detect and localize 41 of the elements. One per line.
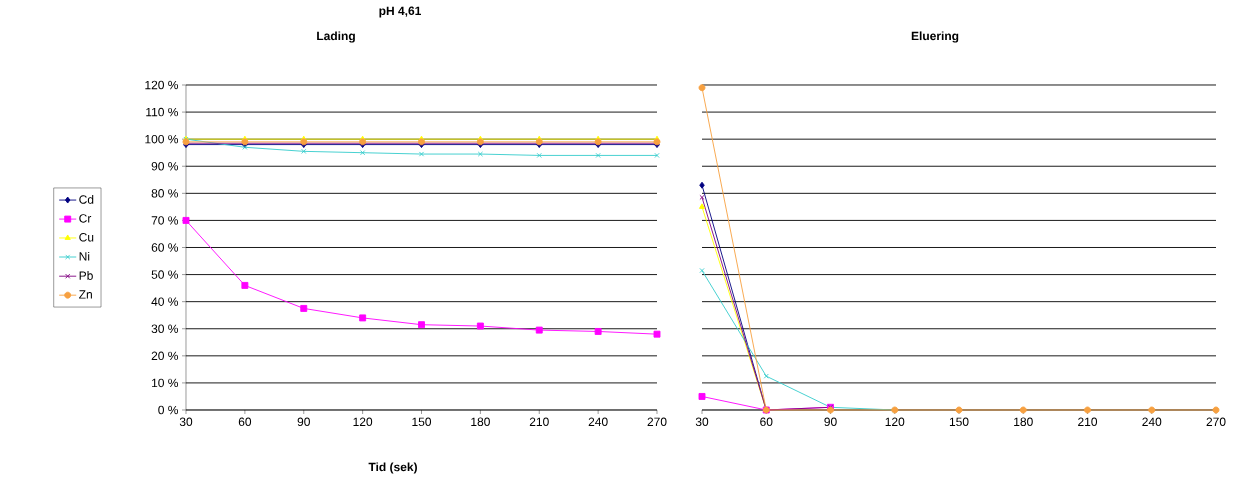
x-tick-label: 120: [353, 417, 373, 427]
legend-label: Cr: [79, 214, 92, 223]
x-tick-label: 240: [588, 417, 608, 427]
x-tick-label: 150: [412, 417, 432, 427]
legend-label: Ni: [79, 251, 90, 261]
y-tick-label: 50 %: [151, 270, 179, 279]
x-tick-label: 150: [949, 417, 969, 427]
x-tick-label: 210: [1078, 417, 1098, 427]
x-tick-label: 60: [760, 417, 773, 427]
y-tick-label: 60 %: [151, 243, 179, 252]
y-tick-label: 120 %: [145, 80, 179, 90]
legend-label: Zn: [79, 290, 92, 299]
x-tick-label: 240: [1142, 417, 1162, 427]
chart-title: Eluering: [911, 31, 959, 43]
y-tick-label: 100 %: [145, 134, 179, 144]
y-tick-label: 90 %: [151, 162, 179, 171]
y-tick-label: 80 %: [151, 189, 179, 198]
x-tick-label: 210: [529, 417, 549, 427]
y-tick-label: 20 %: [151, 351, 179, 361]
y-tick-label: 40 %: [151, 297, 179, 306]
y-tick-label: 10 %: [152, 378, 179, 388]
chart-subtitle: Lading: [317, 31, 355, 43]
x-tick-label: 30: [179, 417, 193, 427]
y-tick-label: 110 %: [146, 107, 179, 117]
x-tick-label: 180: [1014, 417, 1033, 427]
x-tick-label: 90: [297, 417, 310, 427]
y-tick-label: 70 %: [151, 216, 179, 225]
x-axis-title: Tid (sek): [368, 462, 417, 474]
chart-title: pH 4,61: [379, 6, 421, 18]
x-tick-label: 120: [885, 417, 905, 427]
legend-label: Cu: [79, 233, 94, 242]
x-tick-label: 180: [471, 417, 490, 427]
x-tick-label: 270: [1206, 417, 1226, 427]
x-tick-label: 30: [695, 417, 709, 427]
x-tick-label: 60: [238, 417, 252, 427]
legend-label: Pb: [79, 271, 93, 280]
legend-label: Cd: [79, 194, 94, 204]
x-tick-label: 90: [824, 417, 837, 427]
y-tick-label: 30 %: [151, 324, 179, 333]
x-tick-label: 270: [647, 417, 667, 427]
y-tick-label: 0 %: [158, 405, 179, 415]
